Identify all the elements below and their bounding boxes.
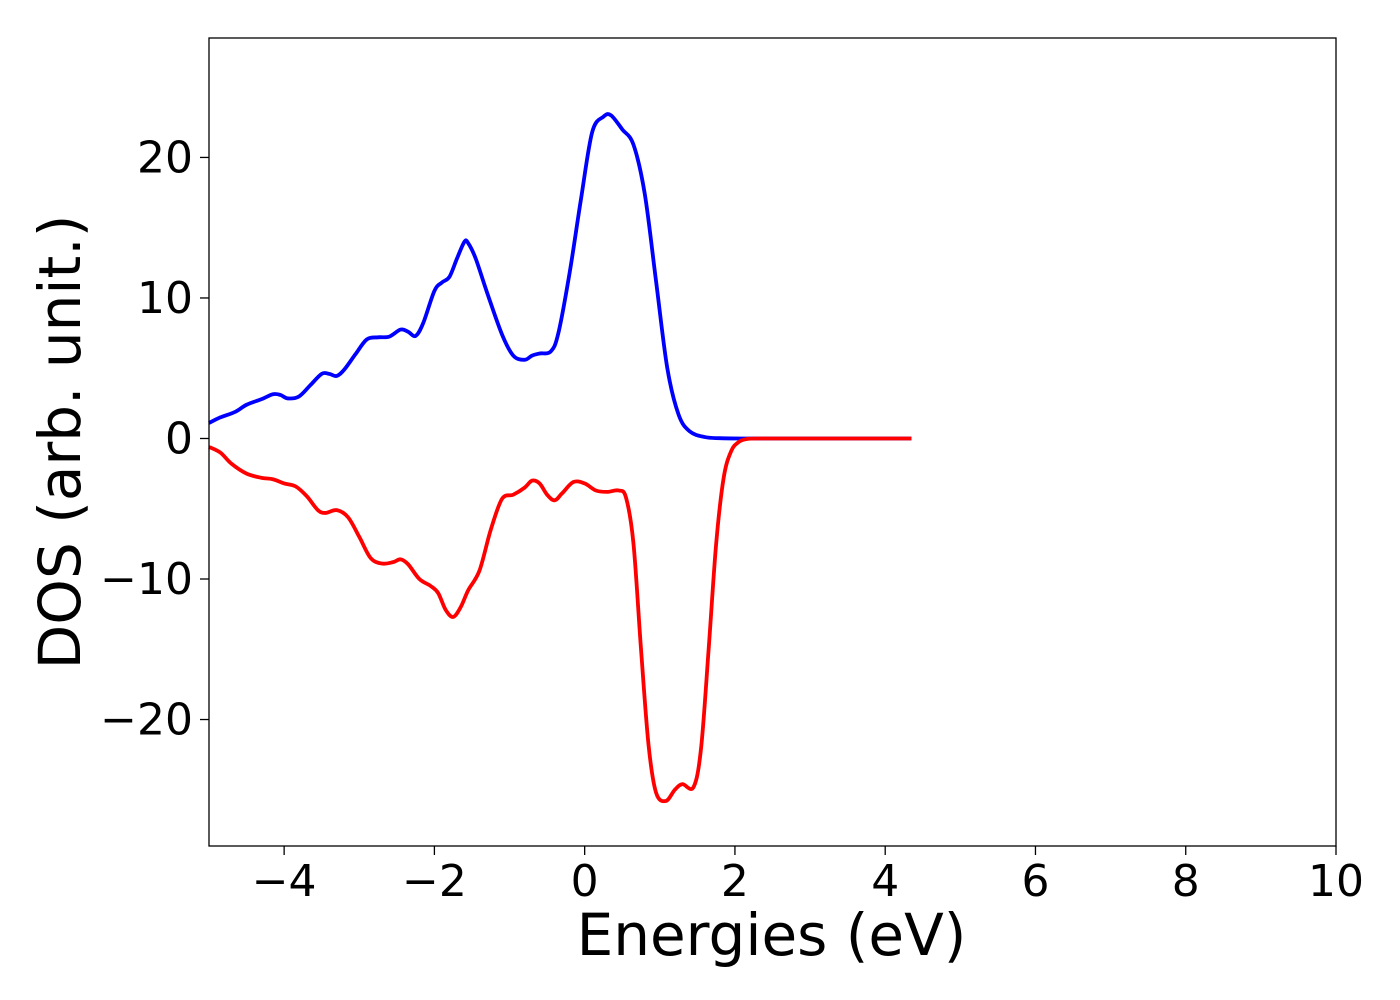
plot-frame [208, 37, 1337, 847]
x-tick-label: −4 [252, 856, 317, 907]
x-tick-label: 10 [1308, 856, 1364, 907]
x-axis-title: Energies (eV) [577, 901, 967, 969]
y-axis-ticks: 20 10 0 −10 −20 [100, 132, 209, 746]
x-axis-ticks: −4 −2 0 2 4 6 8 10 [252, 846, 1364, 907]
series-layer [208, 112, 912, 804]
y-tick-label: 10 [137, 273, 193, 324]
x-tick-label: 2 [721, 856, 749, 907]
y-tick-label: 0 [165, 413, 193, 464]
x-tick-label: −2 [402, 856, 467, 907]
y-tick-label: −10 [100, 554, 193, 605]
y-tick-label: 20 [137, 132, 193, 183]
series-line-0 [208, 112, 912, 441]
y-tick-label: −20 [100, 695, 193, 746]
x-tick-label: 6 [1021, 856, 1049, 907]
x-tick-label: 4 [871, 856, 899, 907]
x-tick-label: 8 [1172, 856, 1200, 907]
y-axis-title: DOS (arb. unit.) [26, 215, 94, 670]
series-line-1 [208, 436, 912, 804]
x-tick-label: 0 [571, 856, 599, 907]
